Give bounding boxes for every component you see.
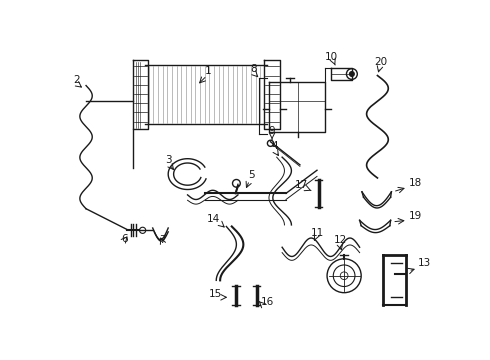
Text: 10: 10 <box>324 52 338 62</box>
Text: 19: 19 <box>409 211 422 221</box>
Text: 8: 8 <box>250 64 257 75</box>
Text: 12: 12 <box>334 235 347 246</box>
Text: 9: 9 <box>269 126 275 136</box>
Text: 14: 14 <box>207 214 220 224</box>
Text: 3: 3 <box>165 154 172 165</box>
Text: 4: 4 <box>272 141 278 152</box>
Text: 7: 7 <box>159 235 165 246</box>
Text: 20: 20 <box>374 57 387 67</box>
Text: 2: 2 <box>74 75 80 85</box>
Text: 5: 5 <box>248 170 254 180</box>
Text: 15: 15 <box>208 289 221 299</box>
Circle shape <box>349 72 354 76</box>
Text: 16: 16 <box>261 297 274 307</box>
Text: 17: 17 <box>294 180 308 190</box>
Text: 1: 1 <box>205 66 212 76</box>
Text: 13: 13 <box>418 258 431 269</box>
Text: 18: 18 <box>409 177 422 188</box>
Text: 6: 6 <box>122 234 128 244</box>
Text: 11: 11 <box>310 228 323 238</box>
